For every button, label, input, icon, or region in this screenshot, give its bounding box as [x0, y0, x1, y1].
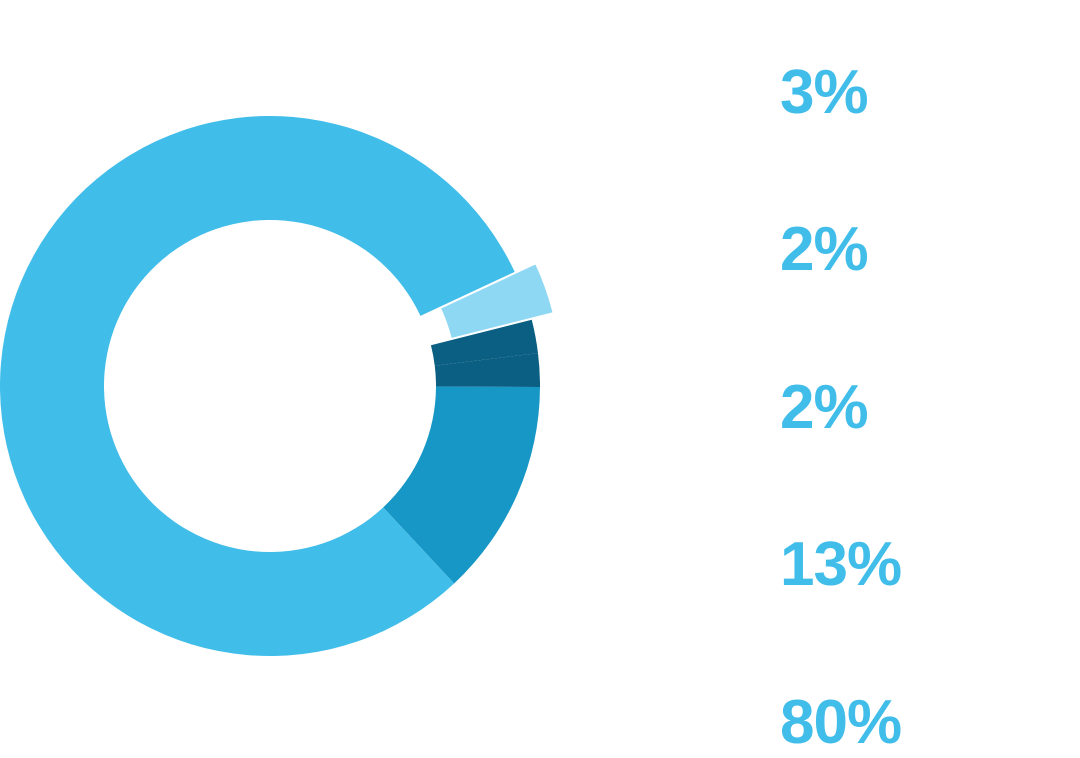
label-slice-4: 13% — [780, 530, 902, 599]
donut-slice-5 — [0, 116, 515, 656]
donut-slice-3 — [434, 353, 540, 387]
label-slice-1: 3% — [780, 58, 869, 127]
donut-slice-2 — [430, 319, 538, 366]
donut-slice-4 — [383, 386, 540, 584]
donut-slice-1 — [441, 264, 553, 338]
label-slice-2: 2% — [780, 215, 869, 284]
label-slice-3: 2% — [780, 373, 869, 442]
donut-slices — [0, 116, 553, 656]
label-slice-5: 80% — [780, 688, 902, 757]
